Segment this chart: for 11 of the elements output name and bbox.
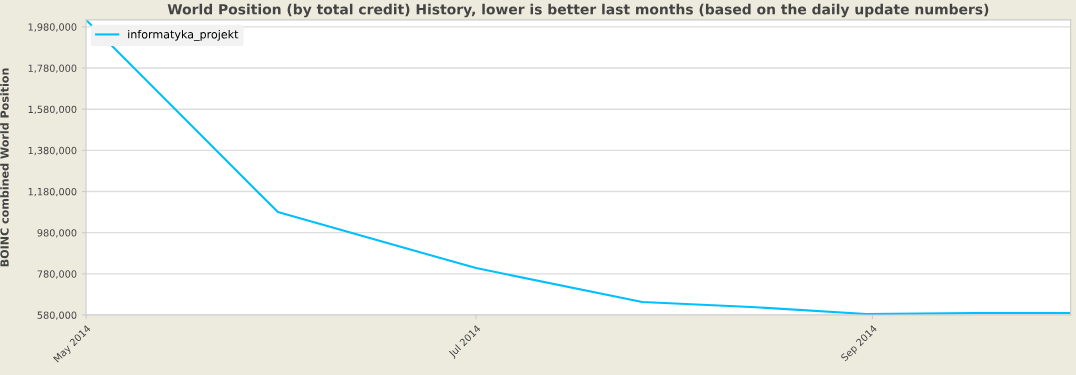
y-tick-label: 1,580,000 [28, 105, 77, 115]
y-tick-label: 780,000 [37, 270, 77, 279]
y-tick-label: 580,000 [37, 311, 77, 320]
y-tick-label: 1,180,000 [28, 187, 77, 197]
y-tick-label: 980,000 [37, 229, 77, 238]
chart-title: World Position (by total credit) History, lower is better last months (based on the daily update numbers) [167, 3, 989, 18]
y-tick-label: 1,780,000 [28, 64, 77, 73]
y-tick-label: 1,380,000 [28, 146, 77, 156]
legend-label: informatyka_projekt [128, 29, 239, 41]
y-tick-label: 1,980,000 [28, 23, 77, 32]
y-axis-title: BOINC combined World Position [0, 68, 9, 267]
